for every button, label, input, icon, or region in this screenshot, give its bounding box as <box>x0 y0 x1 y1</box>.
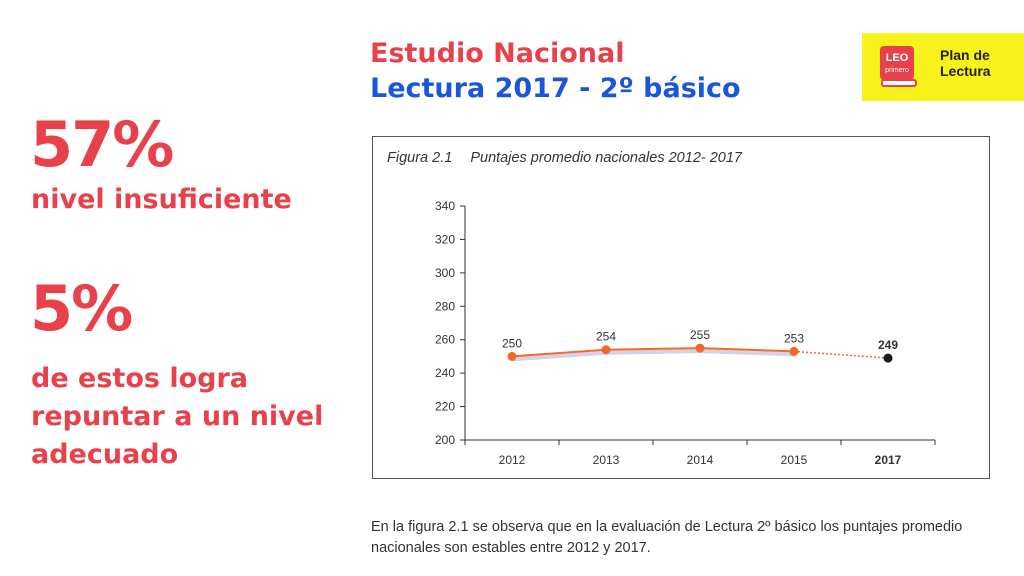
figure-description: En la figura 2.1 se observa que en la ev… <box>371 519 963 556</box>
line-chart: 200 220 240 260 280 300 320 340 2012 2013 2014 2015… <box>435 199 936 467</box>
plan-de-lectura-logo: LEO primero Plan de Lectura <box>862 33 1024 101</box>
recovery-label-line1: de estos logra <box>31 363 249 394</box>
book-icon: LEO primero <box>880 46 917 87</box>
figure-box: Figura 2.1 Puntajes promedio nacionales … <box>372 136 990 479</box>
x-tick-label: 2013 <box>593 453 620 467</box>
series-line <box>511 347 795 358</box>
page-title-line1: Estudio Nacional <box>370 38 625 69</box>
logo-text-line2: Lectura <box>940 63 991 79</box>
logo-badge-primero: primero <box>885 67 909 74</box>
figure-number: Figura 2.1 <box>387 150 453 166</box>
recovery-percentage: 5% <box>30 272 133 345</box>
data-point <box>789 346 799 356</box>
logo-text: Plan de Lectura <box>940 47 991 79</box>
x-tick-label: 2017 <box>875 453 902 467</box>
y-tick-label: 220 <box>435 400 455 414</box>
data-label: 254 <box>596 330 616 344</box>
recovery-label-line3: adecuado <box>31 439 179 470</box>
logo-badge-leo: LEO <box>886 52 909 64</box>
logo-text-line1: Plan de <box>940 47 990 63</box>
data-label: 249 <box>878 338 898 352</box>
recovery-label-line2: repuntar a un nivel <box>31 401 324 432</box>
insufficient-percentage: 57% <box>30 108 174 181</box>
x-tick-label: 2012 <box>499 453 526 467</box>
y-tick-label: 240 <box>435 366 455 380</box>
x-tick-label: 2014 <box>687 453 714 467</box>
series-band <box>512 349 794 362</box>
recovery-label: de estos logra repuntar a un nivel adecu… <box>31 360 323 474</box>
x-tick-label: 2015 <box>781 453 808 467</box>
page-title-line2: Lectura 2017 - 2º básico <box>370 73 741 104</box>
figure-caption: Figura 2.1 Puntajes promedio nacionales … <box>387 150 742 166</box>
series-line-dotted <box>793 350 889 359</box>
figure-title: Puntajes promedio nacionales 2012- 2017 <box>470 150 742 166</box>
data-label: 255 <box>690 328 710 342</box>
data-point <box>695 343 705 353</box>
y-tick-label: 200 <box>435 433 455 447</box>
insufficient-label: nivel insuficiente <box>31 184 292 215</box>
data-label: 253 <box>784 331 804 345</box>
y-tick-label: 280 <box>435 299 455 313</box>
y-tick-label: 260 <box>435 333 455 347</box>
data-point <box>507 351 517 361</box>
data-point <box>601 345 611 355</box>
y-tick-label: 340 <box>435 199 455 213</box>
y-tick-label: 300 <box>435 266 455 280</box>
data-label: 250 <box>502 336 522 350</box>
data-point <box>883 353 893 363</box>
y-tick-label: 320 <box>435 232 455 246</box>
